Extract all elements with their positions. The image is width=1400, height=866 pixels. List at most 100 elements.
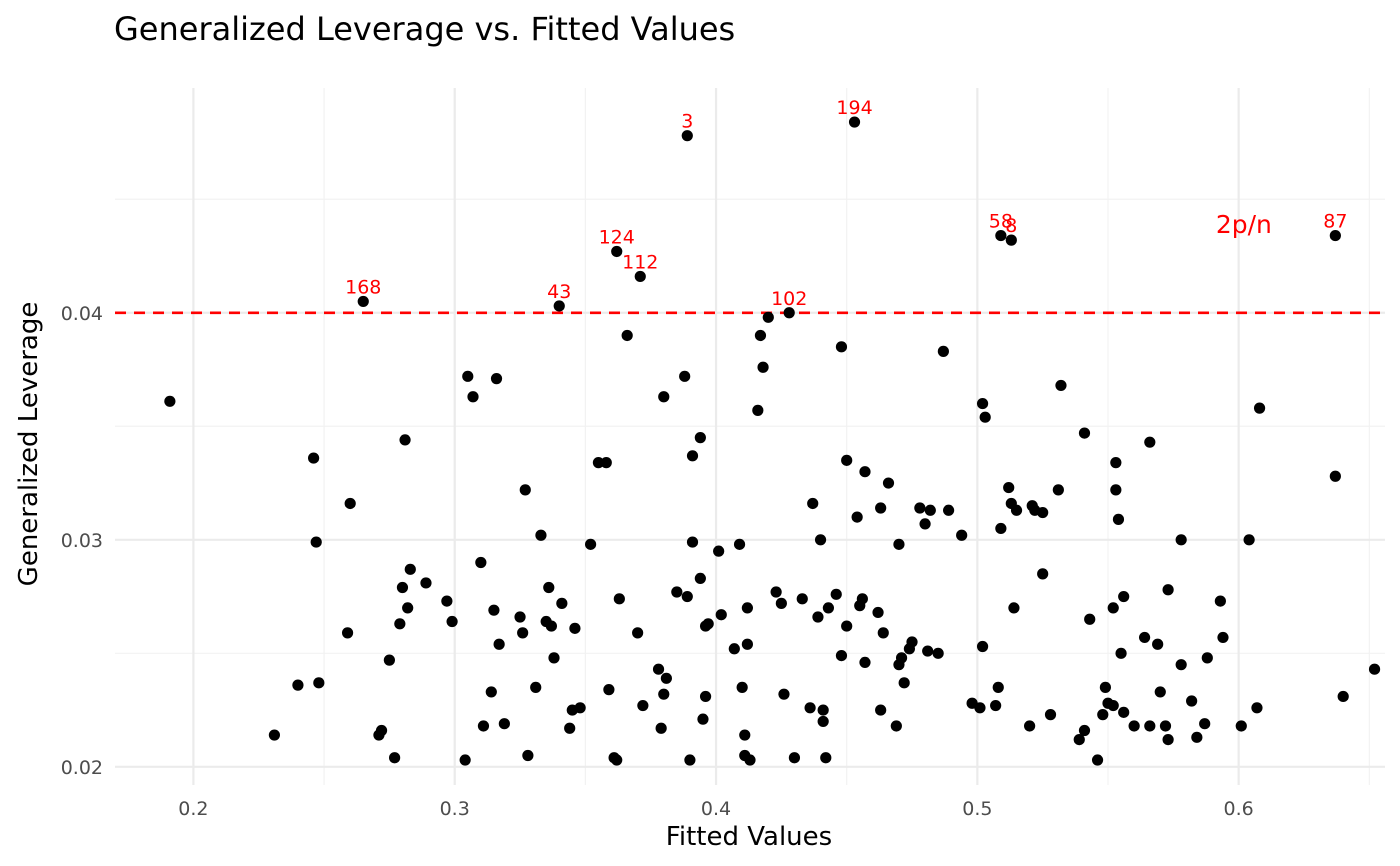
data-point	[956, 529, 968, 541]
data-point	[804, 702, 816, 714]
data-point	[976, 397, 989, 410]
data-point	[1107, 699, 1119, 712]
data-point	[637, 699, 649, 712]
data-point-labeled	[1005, 234, 1017, 246]
tick-labels-layer: 0.2 0.3 0.4 0.5 0.6 0.02 0.03 0.04	[61, 303, 1254, 820]
point-labels-layer: 3 194 124 112 588 87 168 43 102	[345, 97, 1347, 310]
data-point	[817, 704, 829, 716]
point-label: 124	[599, 226, 635, 248]
data-point	[268, 729, 281, 741]
data-point	[389, 752, 401, 764]
data-point	[1097, 709, 1109, 721]
data-point	[344, 497, 356, 510]
data-point	[475, 556, 487, 569]
data-point	[1110, 484, 1122, 496]
data-point	[684, 754, 696, 766]
data-point	[713, 545, 725, 557]
data-point	[859, 656, 871, 669]
data-point	[822, 602, 834, 614]
data-point	[877, 627, 889, 639]
data-point	[519, 484, 531, 496]
data-point	[1110, 457, 1122, 469]
data-point	[895, 652, 908, 664]
data-point	[1118, 590, 1130, 603]
data-point	[875, 502, 887, 514]
data-point	[399, 434, 411, 446]
data-point	[310, 536, 322, 548]
data-point	[1251, 702, 1263, 714]
data-point-labeled	[848, 116, 861, 128]
data-point	[462, 370, 474, 382]
data-point	[441, 595, 453, 607]
data-point	[1024, 720, 1036, 732]
data-point	[739, 729, 751, 741]
data-point	[1152, 638, 1164, 650]
point-label: 168	[345, 276, 381, 298]
data-point	[937, 345, 949, 357]
data-point	[658, 688, 670, 700]
data-point-labeled	[634, 270, 646, 283]
data-point	[814, 534, 827, 546]
x-axis-title: Fitted Values	[666, 822, 832, 852]
reference-line-layer: 2p/n	[115, 210, 1385, 315]
data-point	[498, 718, 510, 730]
data-point	[1003, 481, 1015, 494]
data-point	[679, 370, 691, 382]
data-point	[812, 611, 824, 623]
data-point	[375, 724, 388, 737]
data-point	[621, 329, 633, 342]
data-point	[893, 538, 905, 550]
data-point	[1008, 602, 1020, 614]
data-point	[778, 688, 790, 700]
data-point	[1191, 731, 1203, 743]
data-point	[1115, 647, 1127, 659]
data-point	[796, 593, 808, 605]
data-point	[733, 538, 746, 550]
data-point-labeled	[611, 245, 623, 258]
data-point	[728, 643, 740, 655]
data-point	[1186, 695, 1198, 707]
point-label: 87	[1323, 211, 1347, 233]
data-point	[655, 722, 667, 734]
data-point	[890, 720, 902, 732]
data-point	[841, 454, 853, 466]
data-point	[1175, 534, 1187, 546]
data-point	[835, 341, 848, 353]
data-point	[592, 457, 605, 469]
points-layer	[164, 116, 1381, 766]
data-point	[1144, 436, 1156, 448]
data-point	[517, 627, 529, 639]
chart-title: Generalized Leverage vs. Fitted Values	[114, 10, 735, 48]
data-point	[882, 477, 895, 489]
data-point	[856, 593, 868, 605]
data-point	[757, 361, 769, 373]
data-point	[652, 663, 665, 675]
data-point	[775, 597, 787, 609]
data-point	[485, 686, 497, 698]
point-label: 194	[836, 97, 872, 119]
data-point	[543, 581, 555, 594]
data-point	[741, 638, 753, 650]
point-label: 3	[681, 111, 693, 133]
data-point-labeled	[1329, 229, 1341, 242]
data-point	[522, 749, 534, 762]
data-point	[744, 754, 756, 766]
data-point	[671, 586, 683, 598]
x-tick-label: 0.4	[701, 798, 731, 820]
data-point	[992, 681, 1004, 693]
data-point	[488, 604, 500, 616]
data-point	[341, 627, 354, 639]
data-point	[1037, 568, 1049, 580]
x-tick-label: 0.3	[440, 798, 470, 820]
data-point	[1368, 663, 1381, 675]
point-label: 102	[771, 288, 807, 310]
data-point	[1159, 720, 1172, 732]
data-point	[530, 681, 542, 693]
data-point	[1337, 690, 1349, 703]
x-tick-label: 0.2	[178, 798, 208, 820]
data-point	[490, 373, 503, 385]
data-point	[1329, 470, 1341, 482]
data-point	[851, 511, 863, 523]
data-point	[396, 581, 409, 594]
data-point	[820, 752, 832, 764]
